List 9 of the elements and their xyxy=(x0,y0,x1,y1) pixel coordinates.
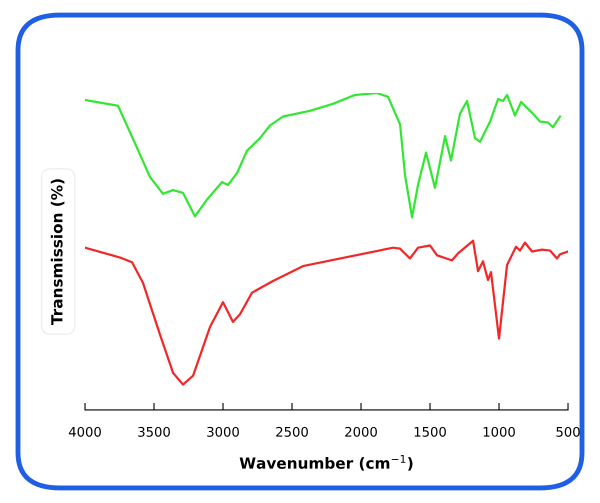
x-axis-title: Wavenumber (cm$^{−1}$) xyxy=(240,455,412,471)
x-tick-label: 2500 xyxy=(276,426,308,437)
x-tick-label: 1000 xyxy=(484,426,515,437)
y-axis-title: Transmission (%) xyxy=(50,179,64,325)
x-tick-label: 4000 xyxy=(68,426,101,437)
x-tick-label: 1500 xyxy=(414,426,446,437)
x-tick-label: 3000 xyxy=(207,426,239,437)
x-tick-label: 2000 xyxy=(345,426,377,437)
x-tick-label: 3500 xyxy=(138,426,170,437)
